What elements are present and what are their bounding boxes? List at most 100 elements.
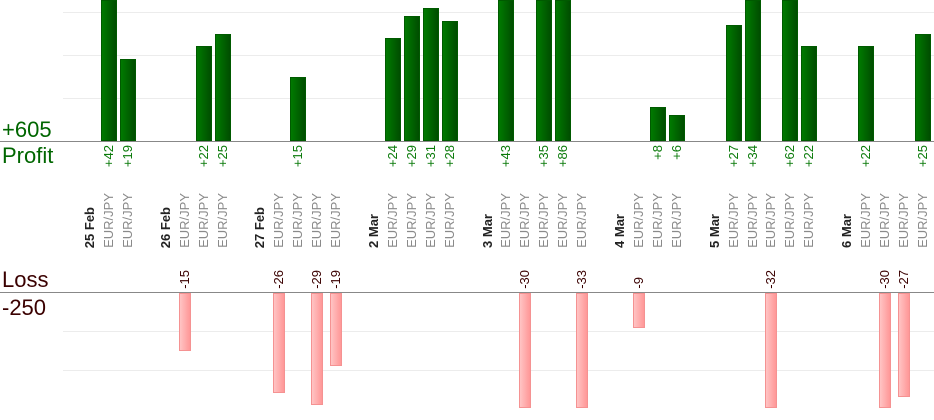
- pair-label: EUR/JPY: [536, 193, 552, 248]
- profit-value-label: +25: [914, 145, 930, 168]
- profit-value-label: +43: [498, 145, 514, 168]
- date-label: 27 Feb: [252, 206, 268, 248]
- loss-total: -250: [2, 295, 47, 320]
- profit-bar: [782, 0, 799, 141]
- profit-bar: [914, 33, 931, 141]
- loss-value-label: -9: [630, 277, 646, 289]
- profit-bar: [384, 37, 401, 141]
- profit-bar: [725, 24, 742, 141]
- date-label: 3 Mar: [479, 214, 495, 248]
- profit-bar: [668, 115, 685, 141]
- pair-label: EUR/JPY: [895, 193, 911, 248]
- pair-label: EUR/JPY: [441, 193, 457, 248]
- loss-bar: [519, 293, 532, 408]
- pair-label: EUR/JPY: [403, 193, 419, 248]
- pair-label: EUR/JPY: [877, 193, 893, 248]
- profit-value-label: +42: [100, 145, 116, 168]
- loss-value-label: -15: [176, 270, 192, 289]
- pair-label: EUR/JPY: [309, 193, 325, 248]
- pair-label: EUR/JPY: [384, 193, 400, 248]
- pair-label: EUR/JPY: [914, 193, 930, 248]
- profit-bar: [119, 59, 136, 141]
- loss-bar: [879, 293, 892, 408]
- pair-label: EUR/JPY: [858, 193, 874, 248]
- profit-baseline: [0, 141, 934, 142]
- profit-bar: [214, 33, 231, 141]
- profit-value-label: +22: [801, 145, 817, 168]
- profit-bar: [801, 46, 818, 141]
- pair-label: EUR/JPY: [195, 193, 211, 248]
- pair-label: EUR/JPY: [725, 193, 741, 248]
- profit-value-label: +22: [195, 145, 211, 168]
- pair-label: EUR/JPY: [574, 193, 590, 248]
- profit-bar: [744, 0, 761, 141]
- profit-bar: [100, 0, 117, 141]
- profit-value-label: +31: [422, 145, 438, 168]
- loss-baseline: [0, 292, 934, 293]
- pair-label: EUR/JPY: [328, 193, 344, 248]
- pair-label: EUR/JPY: [555, 193, 571, 248]
- loss-bar: [178, 293, 191, 351]
- pair-label: EUR/JPY: [271, 193, 287, 248]
- profit-value-label: +35: [536, 145, 552, 168]
- profit-value-label: +8: [649, 145, 665, 160]
- pair-label: EUR/JPY: [517, 193, 533, 248]
- profit-value-label: +19: [119, 145, 135, 168]
- profit-bar: [536, 0, 553, 141]
- date-label: 25 Feb: [82, 206, 97, 248]
- pair-label: EUR/JPY: [801, 193, 817, 248]
- pair-label: EUR/JPY: [744, 193, 760, 248]
- date-label: 4 Mar: [612, 214, 628, 248]
- pair-label: EUR/JPY: [214, 193, 230, 248]
- pair-label: EUR/JPY: [782, 193, 798, 248]
- loss-bar: [765, 293, 778, 408]
- loss-bar: [897, 293, 910, 397]
- profit-bar: [858, 46, 875, 141]
- pair-label: EUR/JPY: [668, 193, 684, 248]
- loss-bar: [273, 293, 286, 394]
- loss-bar: [576, 293, 589, 408]
- pair-label: EUR/JPY: [498, 193, 514, 248]
- loss-value-label: -27: [895, 270, 911, 289]
- loss-value-label: -19: [328, 270, 344, 289]
- pair-label: EUR/JPY: [763, 193, 779, 248]
- profit-value-label: +22: [858, 145, 874, 168]
- loss-value-label: -30: [517, 270, 533, 289]
- date-label: 6 Mar: [839, 214, 855, 248]
- pair-label: EUR/JPY: [176, 193, 192, 248]
- profit-value-label: +28: [441, 145, 457, 168]
- profit-value-label: +24: [384, 145, 400, 168]
- profit-value-label: +6: [668, 145, 684, 160]
- profit-total: +605: [2, 117, 52, 142]
- profit-value-label: +25: [214, 145, 230, 168]
- profit-bar: [403, 16, 420, 141]
- profit-label: Profit: [2, 143, 54, 168]
- date-label: 26 Feb: [157, 206, 173, 248]
- loss-label: Loss: [2, 267, 49, 292]
- pair-label: EUR/JPY: [119, 193, 135, 248]
- loss-bar: [632, 293, 645, 328]
- loss-bar: [311, 293, 324, 405]
- pair-label: EUR/JPY: [649, 193, 665, 248]
- profit-value-label: +15: [290, 145, 306, 168]
- profit-bar: [649, 106, 666, 141]
- loss-value-label: -29: [309, 270, 325, 289]
- profit-value-label: +86: [555, 145, 571, 168]
- profit-bar: [555, 0, 572, 141]
- profit-bar: [441, 20, 458, 141]
- profit-bar: [195, 46, 212, 141]
- pair-label: EUR/JPY: [100, 193, 116, 248]
- profit-value-label: +27: [725, 145, 741, 168]
- loss-value-label: -30: [877, 270, 893, 289]
- date-label: 2 Mar: [365, 214, 381, 248]
- loss-value-label: -33: [574, 270, 590, 289]
- profit-value-label: +62: [782, 145, 798, 168]
- loss-value-label: -26: [271, 270, 287, 289]
- profit-value-label: +29: [403, 145, 419, 168]
- pair-label: EUR/JPY: [422, 193, 438, 248]
- loss-gridline: [63, 331, 934, 332]
- profit-bar: [290, 76, 307, 141]
- profit-bar: [422, 7, 439, 141]
- date-label: 5 Mar: [706, 214, 722, 248]
